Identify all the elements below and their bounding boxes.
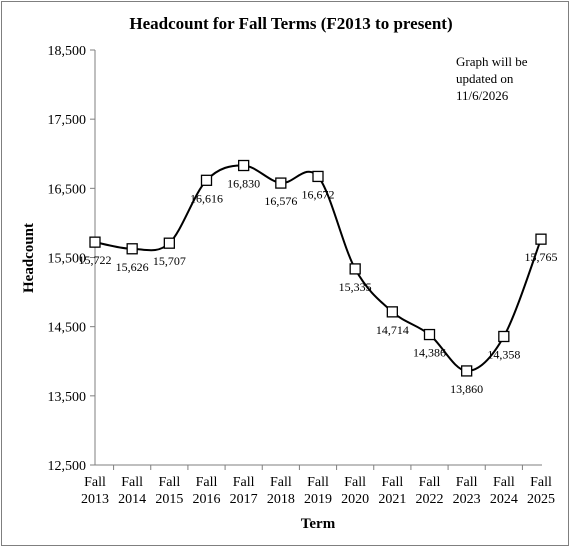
x-tick-label-year: 2016 [193,492,221,507]
y-tick-label: 16,500 [48,182,87,197]
data-point-marker [200,174,213,186]
data-label: 16,576 [264,194,297,208]
data-point-marker [312,170,324,183]
data-point-marker [349,263,361,275]
data-label: 16,672 [302,187,335,201]
x-axis-label: Term [301,516,336,532]
data-point-marker [126,243,138,255]
chart-title: Headcount for Fall Terms (F2013 to prese… [129,14,452,33]
x-tick-label: Fall [344,475,366,490]
y-tick-label: 12,500 [48,459,87,474]
x-tick-label-year: 2018 [267,492,295,507]
data-label: 15,707 [153,254,186,268]
x-tick-label-year: 2023 [453,492,481,507]
x-tick-label: Fall [381,475,403,490]
x-tick-label: Fall [196,475,218,490]
data-label: 16,830 [227,177,260,191]
data-label: 13,860 [450,382,483,396]
y-axis-label: Headcount [21,223,37,293]
data-label: 14,358 [487,347,520,361]
data-point-marker [461,365,473,377]
y-tick-label: 13,500 [48,390,87,405]
x-tick-label-year: 2019 [304,492,332,507]
data-label: 15,335 [339,280,372,294]
data-label: 16,616 [190,191,223,205]
x-tick-label: Fall [530,475,552,490]
annotation-line-3: 11/6/2026 [456,88,509,103]
data-label: 14,714 [376,323,409,337]
x-tick-label-year: 2013 [81,492,109,507]
data-point-marker [423,328,436,341]
y-tick-label: 17,500 [48,113,87,128]
x-tick-label: Fall [84,475,106,490]
x-tick-label-year: 2015 [155,492,183,507]
x-tick-label: Fall [307,475,329,490]
x-tick-label-year: 2021 [378,492,406,507]
data-label: 14,386 [413,346,446,360]
data-label: 15,626 [116,260,149,274]
x-tick-label: Fall [158,475,180,490]
x-tick-label: Fall [121,475,143,490]
x-tick-label: Fall [233,475,255,490]
annotation-line-2: updated on [456,71,514,86]
data-label: 15,722 [79,253,112,267]
x-tick-label: Fall [419,475,441,490]
annotation-line-1: Graph will be [456,54,528,69]
data-point-marker [163,237,175,249]
x-tick-label: Fall [270,475,292,490]
data-point-marker [535,233,547,245]
y-tick-label: 18,500 [48,44,87,59]
x-tick-label-year: 2022 [416,492,444,507]
data-label: 15,765 [525,250,558,264]
x-tick-label-year: 2017 [230,492,258,507]
x-tick-label-year: 2025 [527,492,555,507]
data-point-marker [275,177,287,189]
data-point-marker [89,236,101,248]
data-point-marker [386,306,398,318]
x-tick-label-year: 2024 [490,492,518,507]
x-tick-label: Fall [456,475,478,490]
x-tick-label-year: 2014 [118,492,146,507]
x-tick-label-year: 2020 [341,492,369,507]
data-point-marker [238,159,250,172]
data-point-marker [498,330,510,343]
y-tick-label: 15,500 [48,252,87,267]
x-tick-label: Fall [493,475,515,490]
y-tick-label: 14,500 [48,321,87,336]
